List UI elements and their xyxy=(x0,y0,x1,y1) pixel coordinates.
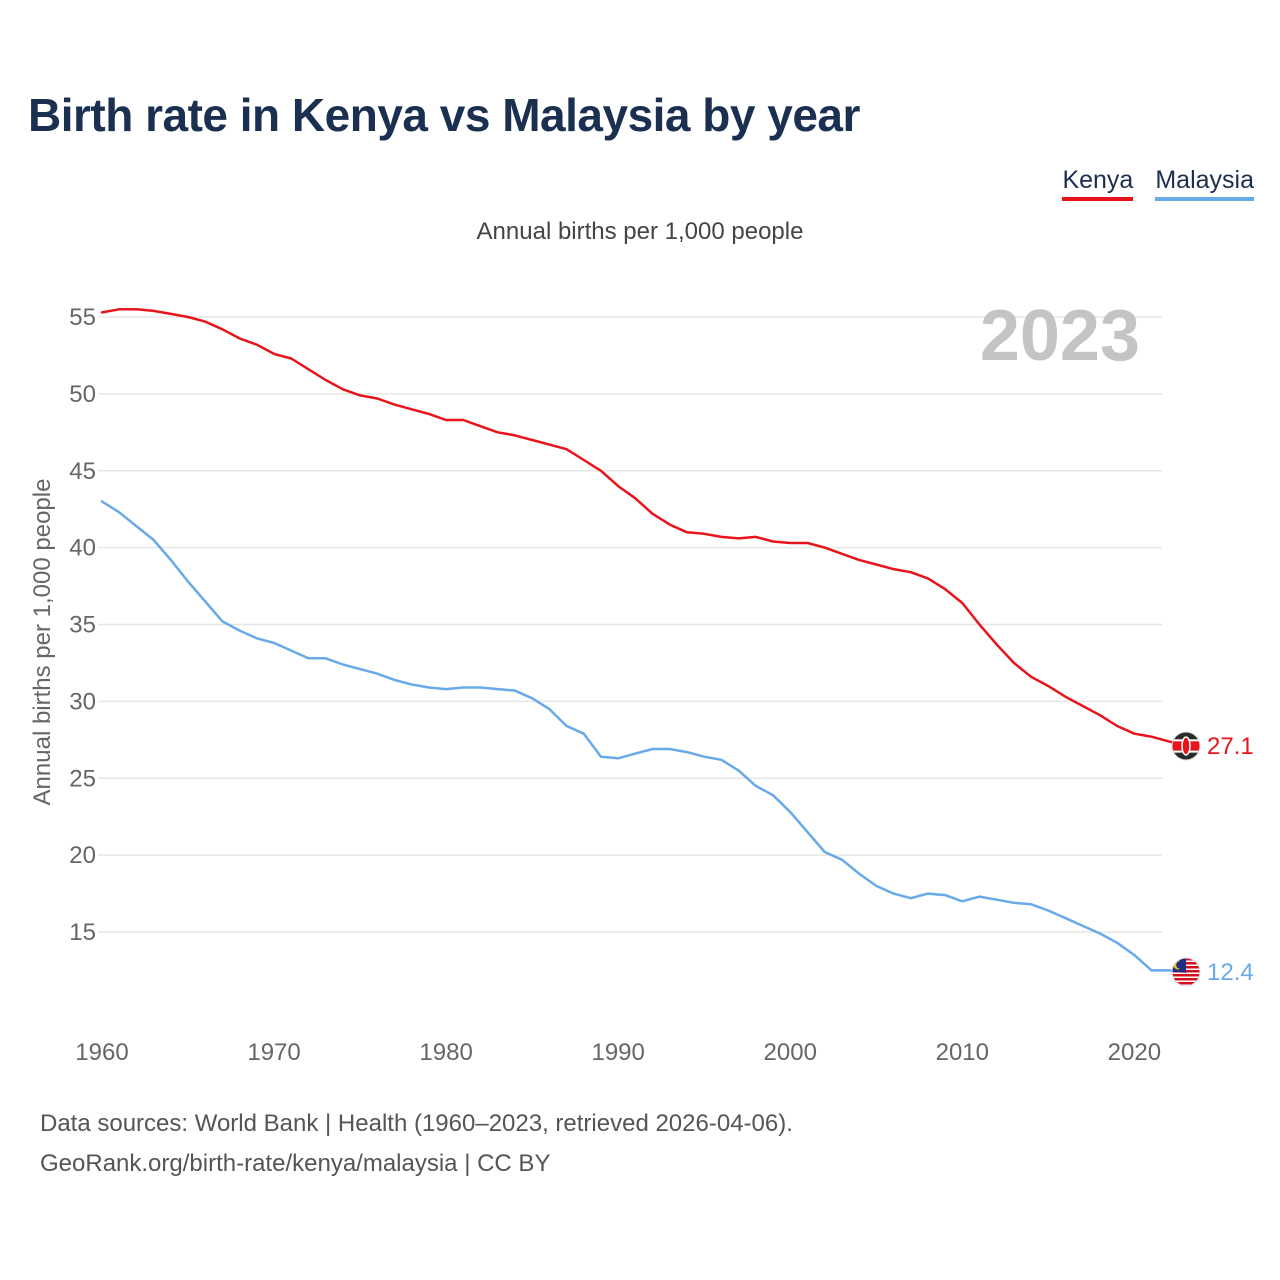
y-tick-label: 25 xyxy=(69,765,96,792)
grid-lines xyxy=(98,316,1162,933)
y-axis-ticks: 15 20 25 30 35 40 45 50 55 xyxy=(69,304,96,946)
y-tick-label: 20 xyxy=(69,842,96,869)
legend-item-malaysia[interactable]: Malaysia xyxy=(1155,166,1254,201)
x-axis-ticks: 1960 1970 1980 1990 2000 2010 2020 xyxy=(75,1039,1161,1066)
end-value-label-malaysia: 12.4 xyxy=(1207,959,1254,986)
y-tick-label: 50 xyxy=(69,381,96,408)
year-watermark: 2023 xyxy=(980,296,1140,376)
series-lines xyxy=(100,308,1188,974)
series-line-kenya[interactable] xyxy=(100,308,1188,748)
y-tick-label: 40 xyxy=(69,535,96,562)
x-tick-label: 2010 xyxy=(936,1039,989,1066)
footer-attribution: GeoRank.org/birth-rate/kenya/malaysia | … xyxy=(40,1150,551,1177)
x-tick-label: 1990 xyxy=(591,1039,644,1066)
x-tick-label: 2020 xyxy=(1108,1039,1161,1066)
end-markers: 27.1 12.4 xyxy=(1171,731,1254,987)
kenya-flag-icon xyxy=(1171,731,1201,761)
footer-sources: Data sources: World Bank | Health (1960–… xyxy=(40,1110,793,1137)
footer: Data sources: World Bank | Health (1960–… xyxy=(40,1104,793,1184)
x-tick-label: 2000 xyxy=(764,1039,817,1066)
y-axis-label: Annual births per 1,000 people xyxy=(29,479,56,806)
y-tick-label: 35 xyxy=(69,612,96,639)
x-tick-label: 1980 xyxy=(419,1039,472,1066)
chart-subtitle: Annual births per 1,000 people xyxy=(476,218,804,245)
y-tick-label: 15 xyxy=(69,919,96,946)
series-line-malaysia[interactable] xyxy=(100,500,1188,974)
end-value-label-kenya: 27.1 xyxy=(1207,733,1254,760)
x-tick-label: 1970 xyxy=(247,1039,300,1066)
legend-item-kenya[interactable]: Kenya xyxy=(1062,166,1134,201)
y-tick-label: 30 xyxy=(69,688,96,715)
chart-title: Birth rate in Kenya vs Malaysia by year xyxy=(28,89,860,141)
line-chart: 2023 15 20 25 30 35 40 45 50 55 1960 1970 1980 1990… xyxy=(29,296,1254,1066)
malaysia-flag-icon xyxy=(1171,957,1201,987)
y-tick-label: 45 xyxy=(69,458,96,485)
y-tick-label: 55 xyxy=(69,304,96,331)
legend: Kenya Malaysia xyxy=(1062,166,1254,201)
x-tick-label: 1960 xyxy=(75,1039,128,1066)
